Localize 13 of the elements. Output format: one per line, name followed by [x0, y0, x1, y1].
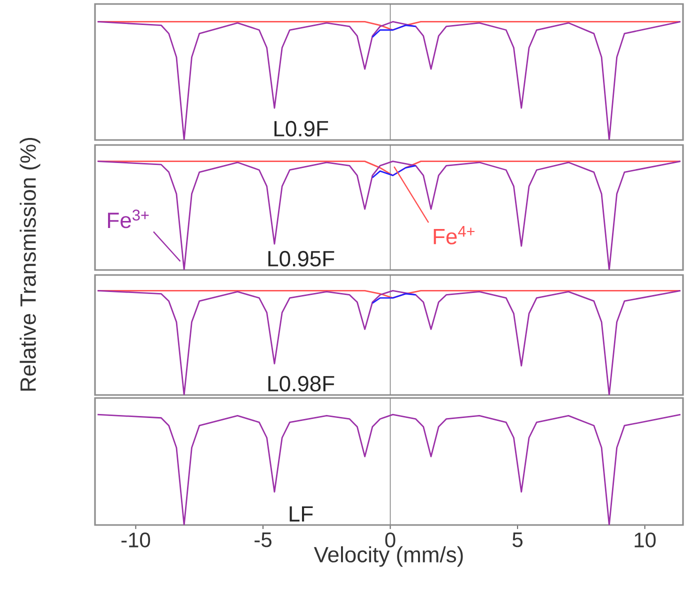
x-tick-label: -5: [254, 532, 272, 548]
x-tick-label: 10: [634, 532, 656, 548]
x-axis-title: Velocity (mm/s): [314, 546, 463, 567]
x-tick-label: 0: [385, 532, 396, 548]
y-axis-title: Relative Transmission (%): [20, 138, 40, 391]
x-tick-label: -10: [121, 532, 150, 548]
annotation: L0.95F: [268, 250, 334, 266]
text: Fe$^{4+}$: [434, 226, 475, 244]
annotation: L0.98F: [268, 376, 334, 392]
annotation: L0.9F: [274, 120, 328, 136]
series-label: Fe$^{3+}$: [108, 210, 149, 228]
annotation: LF: [290, 506, 313, 522]
x-tick-label: 5: [512, 532, 523, 548]
